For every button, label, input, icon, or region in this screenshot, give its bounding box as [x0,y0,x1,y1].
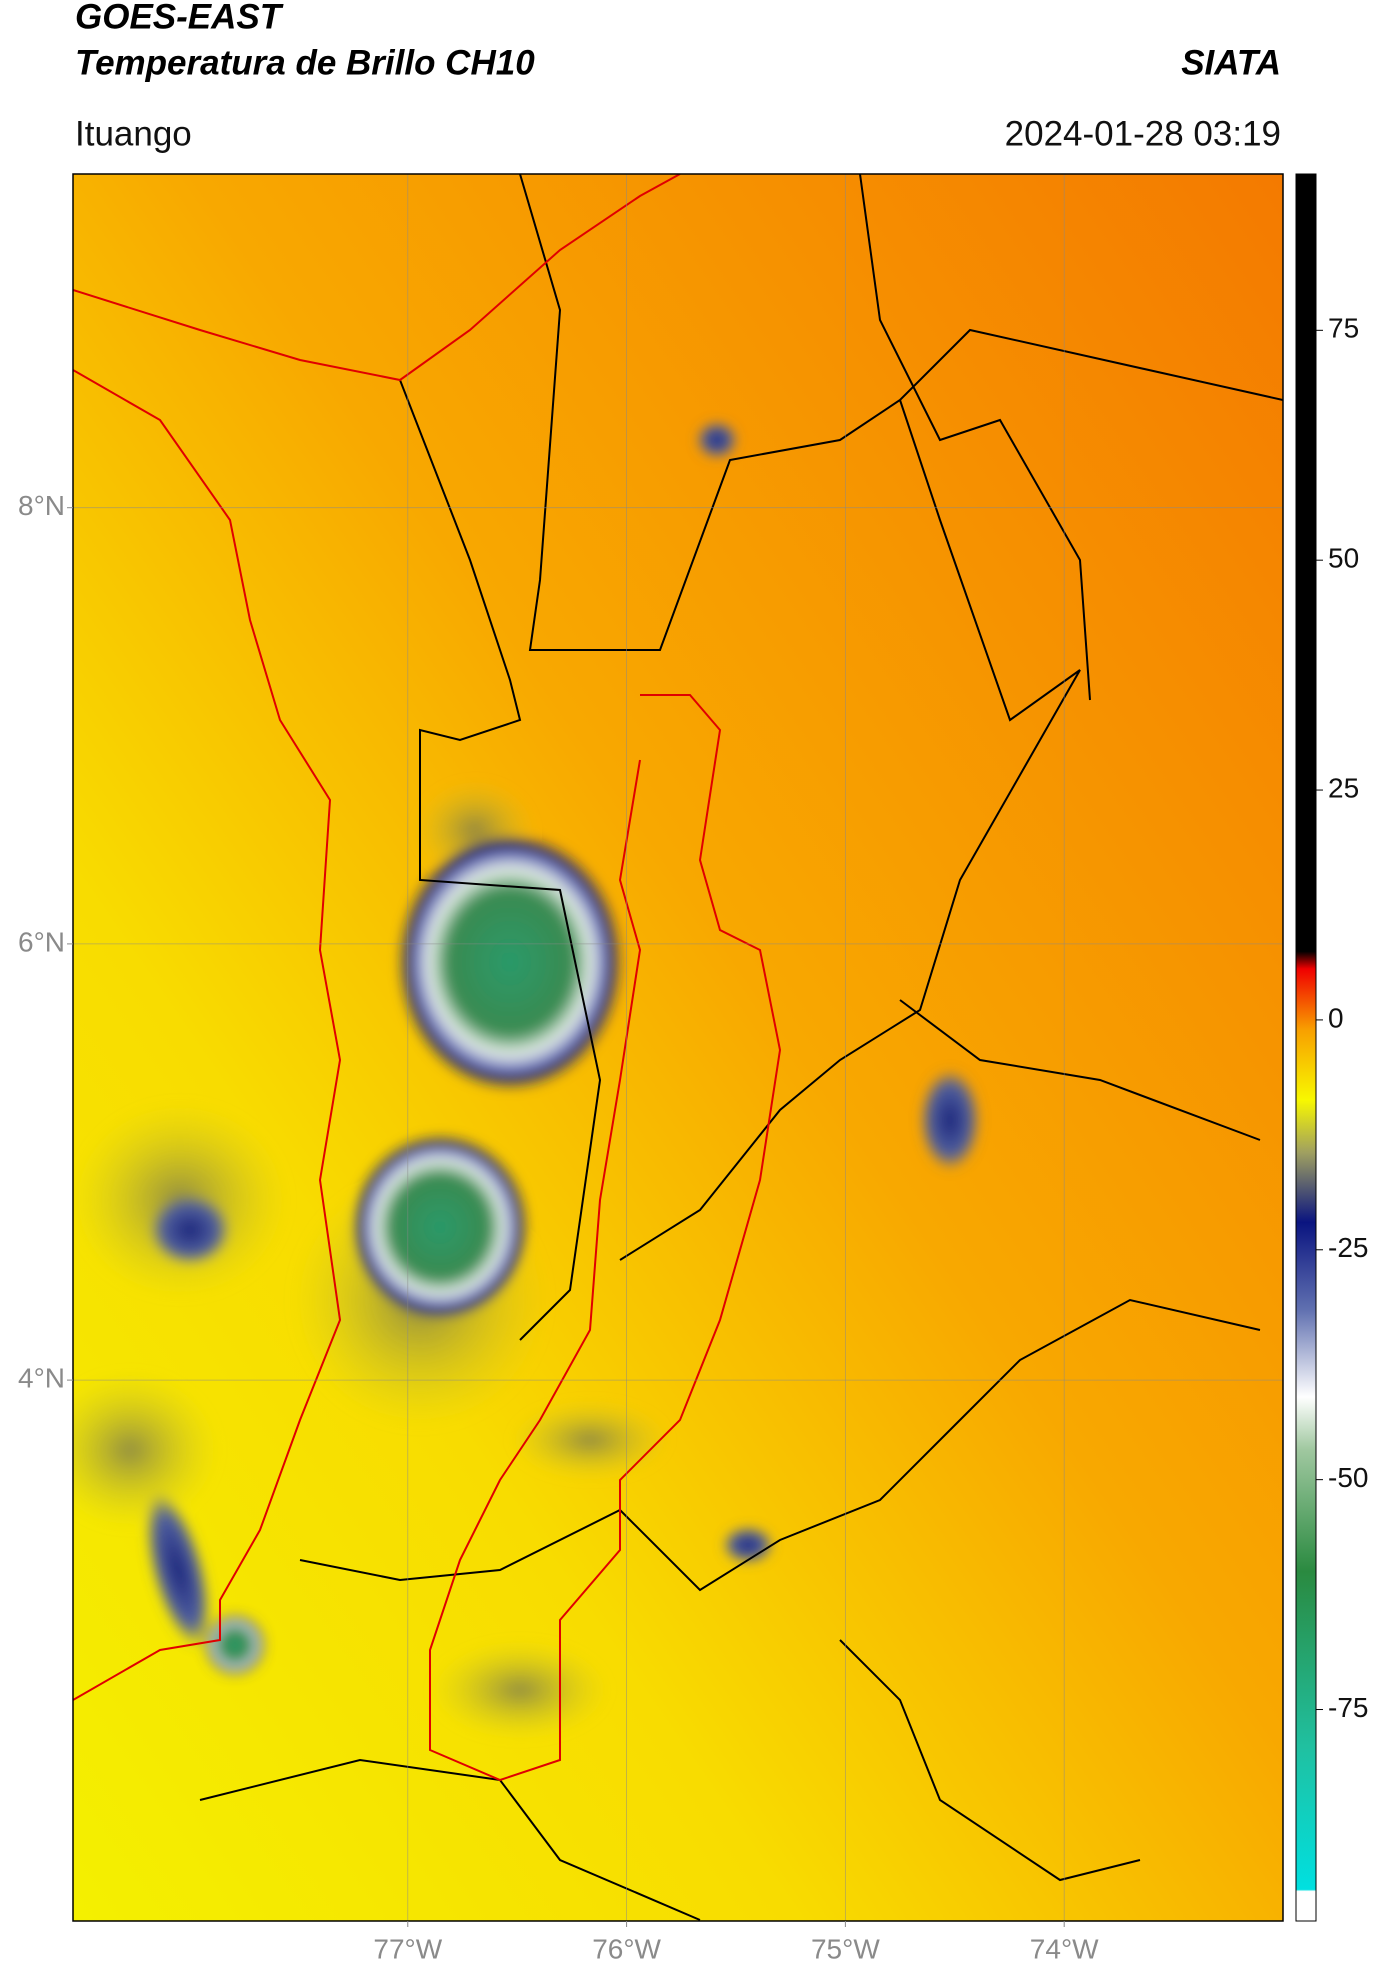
colorbar-label: 25 [1328,772,1359,803]
title: GOES-EAST [75,0,284,36]
borders [199,174,1283,1921]
y-tick-label: 6°N [18,926,65,957]
y-tick-label: 8°N [18,490,65,521]
clouds [73,422,980,1740]
colorbar-label: 50 [1328,543,1359,574]
location: Ituango [75,114,192,153]
grid [73,174,1283,1921]
colorbar-label: 0 [1328,1002,1344,1033]
datetime: 2024-01-28 03:19 [1005,114,1281,153]
x-tick-label: 76°W [592,1933,661,1964]
y-tick-label: 4°N [18,1362,65,1393]
x-tick-label: 74°W [1030,1933,1099,1964]
map-frame [72,173,1284,1922]
x-tick-label: 75°W [811,1933,880,1964]
source: SIATA [1181,43,1281,82]
map [73,174,1283,1921]
subtitle: Temperatura de Brillo CH10 [75,43,535,82]
map-background [73,174,1283,1921]
colorbar-label: -75 [1328,1692,1368,1723]
colorbar-label: -50 [1328,1462,1368,1493]
x-tick-label: 77°W [373,1933,442,1964]
colorbar-label: 75 [1328,313,1359,344]
colorbar-label: -25 [1328,1232,1368,1263]
colorbar [1295,173,1317,1922]
